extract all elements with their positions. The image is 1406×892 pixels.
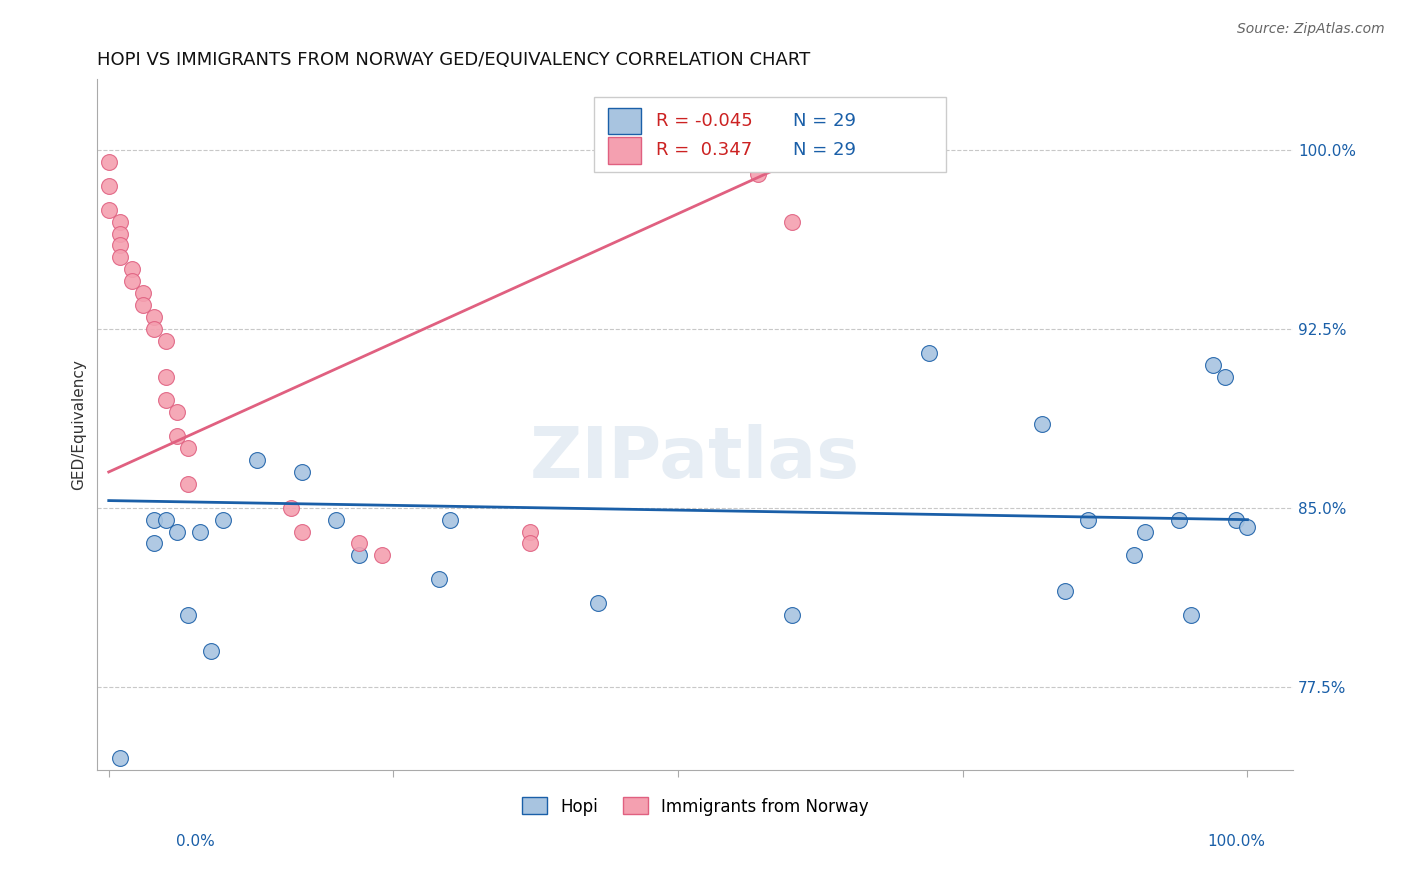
Point	[1168, 513, 1191, 527]
Point	[121, 274, 143, 288]
Text: R =  0.347: R = 0.347	[655, 142, 752, 160]
Bar	[607, 108, 641, 134]
Point	[325, 513, 347, 527]
Text: R = -0.045: R = -0.045	[655, 112, 752, 129]
Point	[349, 536, 371, 550]
Text: HOPI VS IMMIGRANTS FROM NORWAY GED/EQUIVALENCY CORRELATION CHART: HOPI VS IMMIGRANTS FROM NORWAY GED/EQUIV…	[97, 51, 811, 69]
Point	[108, 251, 131, 265]
Point	[427, 572, 450, 586]
Text: ZIPatlas: ZIPatlas	[530, 425, 860, 493]
Point	[143, 513, 166, 527]
Point	[246, 453, 269, 467]
Point	[439, 513, 461, 527]
Point	[735, 155, 758, 169]
Point	[519, 524, 541, 539]
Point	[132, 298, 155, 312]
Point	[291, 465, 314, 479]
Point	[211, 513, 233, 527]
Point	[97, 155, 120, 169]
Text: 0.0%: 0.0%	[176, 834, 215, 849]
Point	[1054, 584, 1077, 599]
Point	[166, 405, 188, 419]
Point	[780, 214, 803, 228]
Y-axis label: GED/Equivalency: GED/Equivalency	[72, 359, 86, 490]
Point	[97, 202, 120, 217]
Point	[155, 393, 177, 408]
Point	[108, 751, 131, 765]
Point	[166, 524, 188, 539]
Point	[519, 536, 541, 550]
Point	[1122, 549, 1144, 563]
Point	[200, 644, 222, 658]
Text: N = 29: N = 29	[793, 142, 856, 160]
Point	[97, 178, 120, 193]
Point	[155, 334, 177, 348]
Point	[108, 227, 131, 241]
Point	[780, 607, 803, 622]
Point	[280, 500, 302, 515]
Text: 100.0%: 100.0%	[1208, 834, 1265, 849]
Point	[121, 262, 143, 277]
Point	[108, 214, 131, 228]
Point	[143, 536, 166, 550]
Point	[588, 596, 610, 610]
Point	[349, 549, 371, 563]
Point	[177, 607, 200, 622]
Point	[108, 238, 131, 252]
Point	[1236, 520, 1258, 534]
Point	[291, 524, 314, 539]
Text: Source: ZipAtlas.com: Source: ZipAtlas.com	[1237, 22, 1385, 37]
Point	[1180, 607, 1202, 622]
Point	[371, 549, 394, 563]
Point	[1213, 369, 1236, 384]
Point	[155, 369, 177, 384]
Text: N = 29: N = 29	[793, 112, 856, 129]
Point	[1031, 417, 1053, 432]
Point	[1133, 524, 1156, 539]
Point	[143, 322, 166, 336]
Point	[747, 167, 769, 181]
Point	[1225, 513, 1247, 527]
Point	[166, 429, 188, 443]
Point	[132, 286, 155, 301]
Point	[188, 524, 211, 539]
Point	[917, 345, 939, 359]
Legend: Hopi, Immigrants from Norway: Hopi, Immigrants from Norway	[513, 789, 877, 824]
Point	[155, 513, 177, 527]
FancyBboxPatch shape	[593, 97, 946, 172]
Point	[1077, 513, 1099, 527]
Bar	[607, 137, 641, 163]
Point	[177, 476, 200, 491]
Point	[143, 310, 166, 324]
Point	[177, 441, 200, 455]
Point	[1202, 358, 1225, 372]
